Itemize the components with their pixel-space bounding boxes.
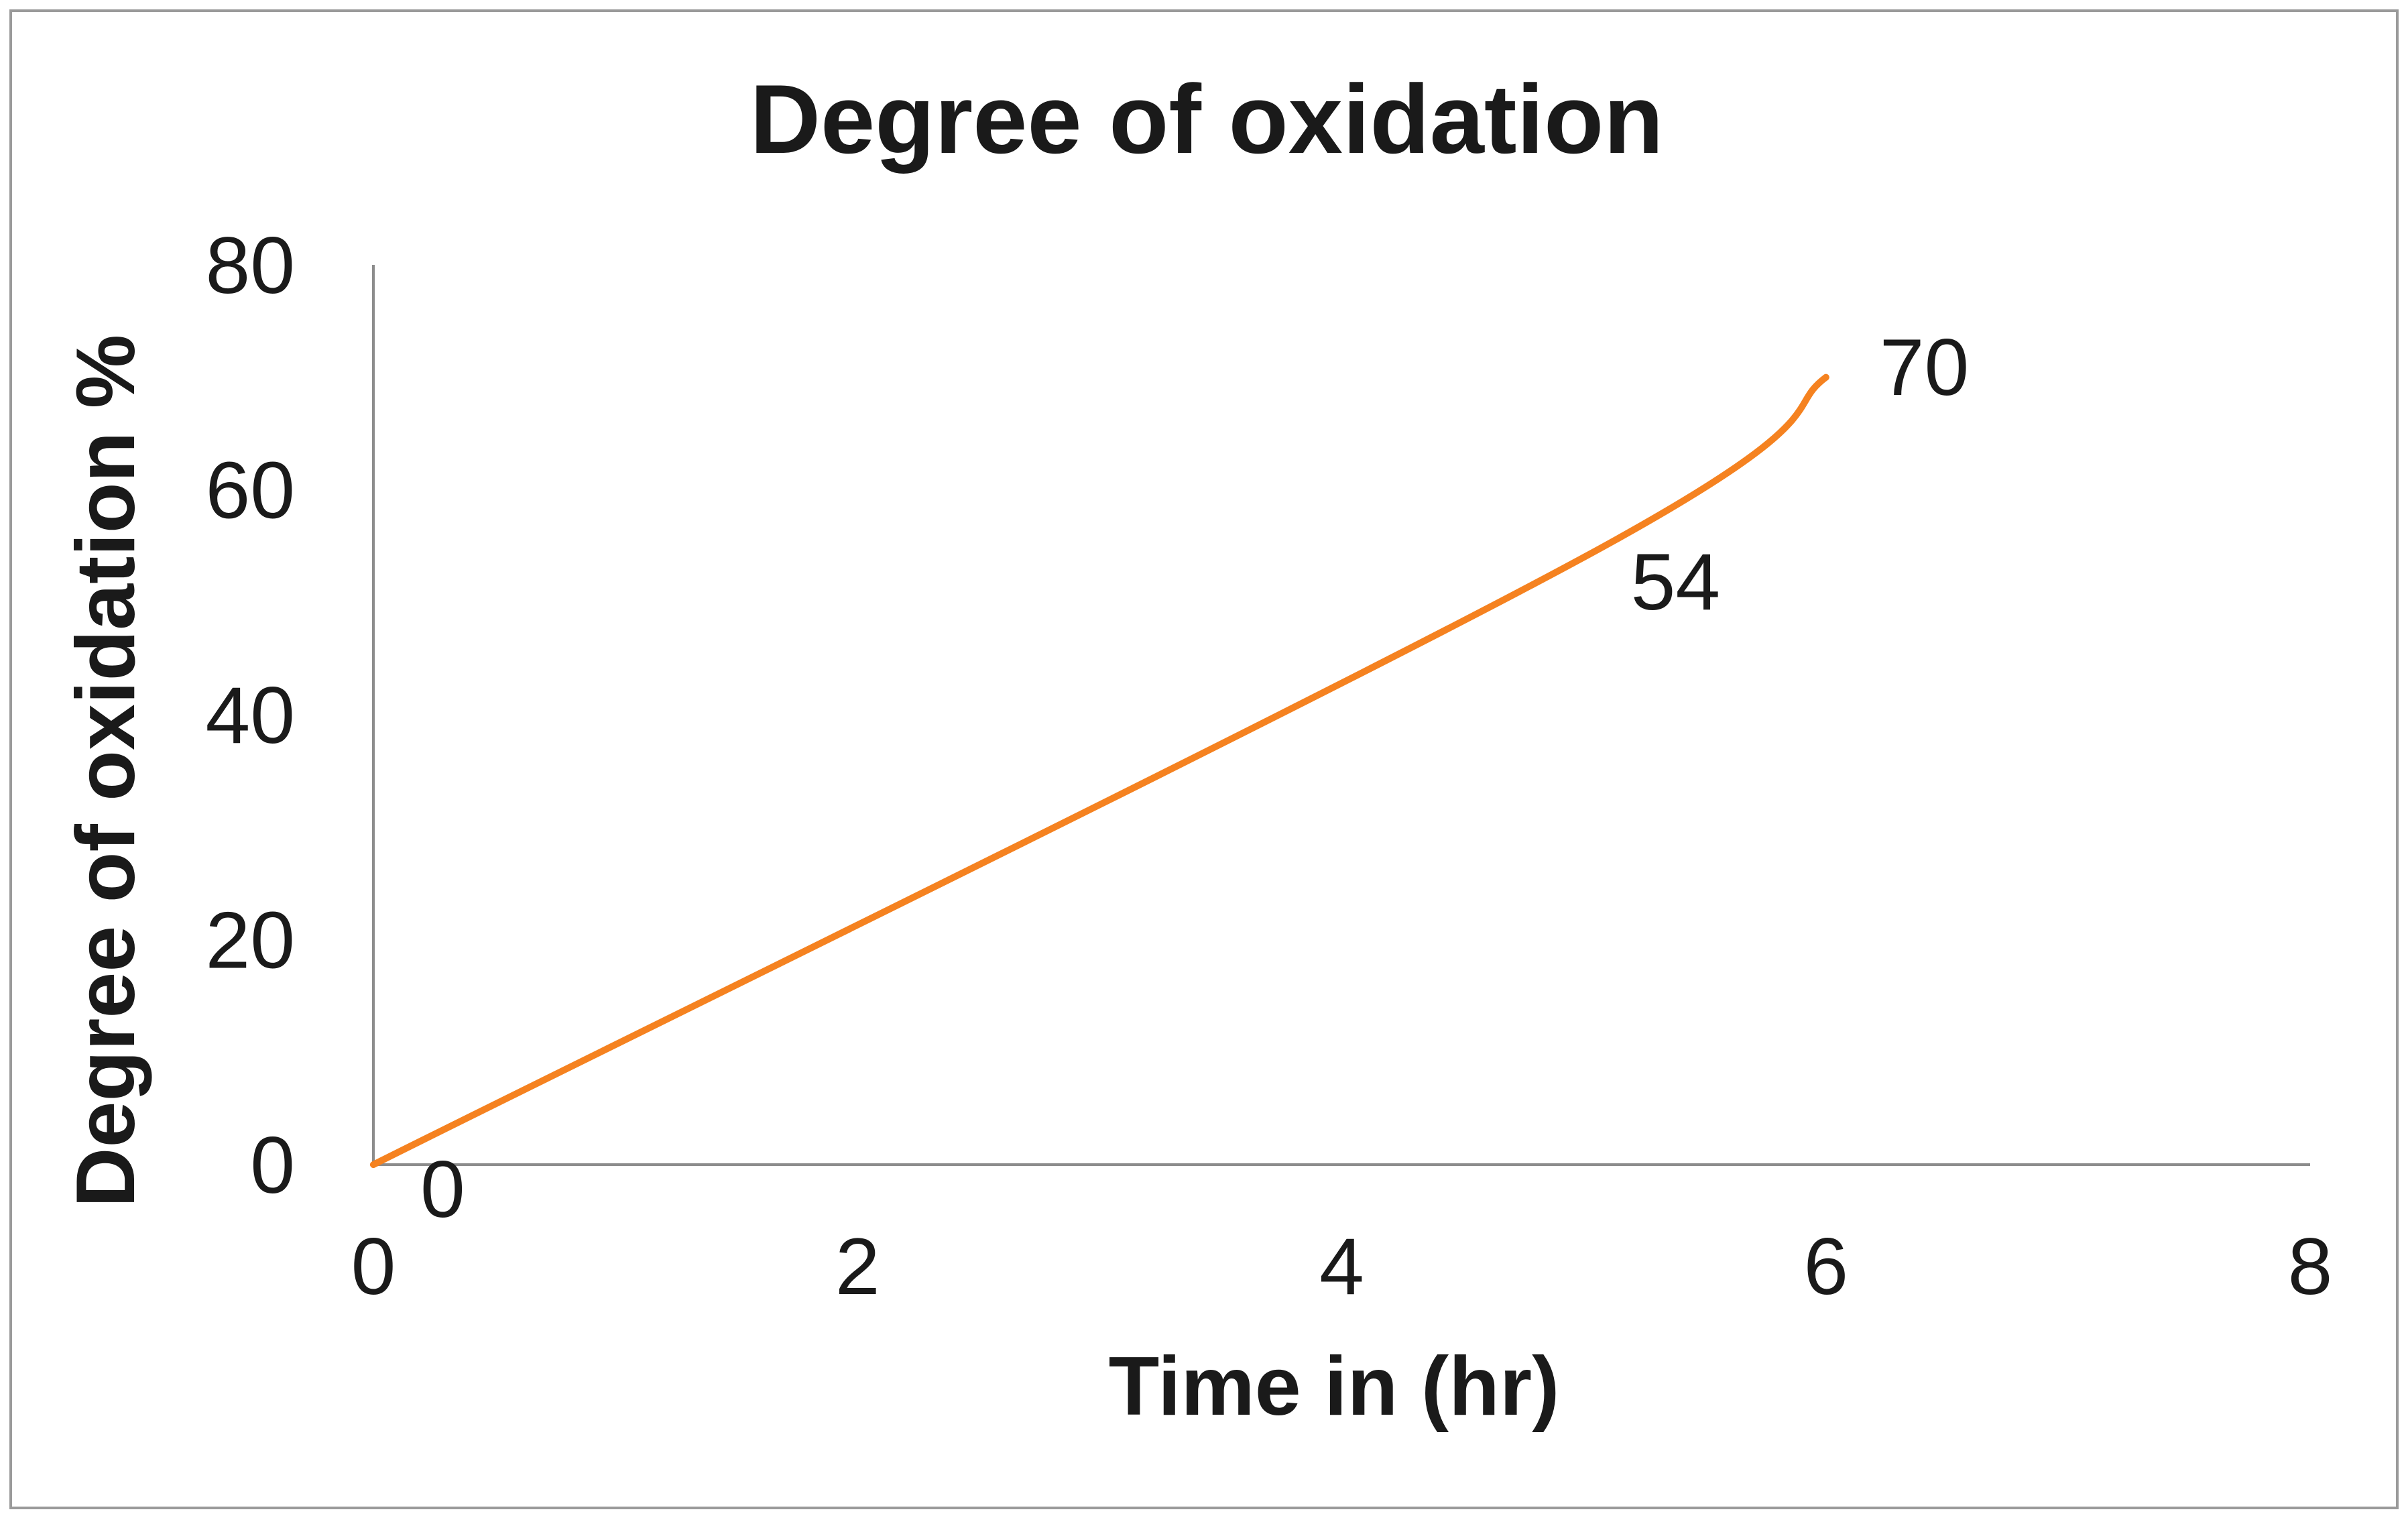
data-point (1580, 554, 1587, 561)
data-label: 0 (420, 1145, 465, 1234)
y-axis-title: Degree of oxidation % (60, 335, 152, 1208)
x-tick-label: 2 (835, 1222, 880, 1311)
x-tick-labels: 0 2 4 6 8 (351, 1222, 2333, 1311)
chart-border (9, 9, 2399, 1509)
data-point (370, 1161, 377, 1168)
series-layer (370, 373, 1829, 1168)
y-tick-label: 60 (206, 446, 295, 536)
x-tick-label: 6 (1803, 1222, 1848, 1311)
series-line (370, 373, 1829, 1168)
y-tick-labels: 0 20 40 60 80 (206, 221, 295, 1210)
y-tick-label: 80 (206, 221, 295, 310)
data-labels: 0 54 70 (420, 323, 1969, 1234)
data-label: 70 (1880, 323, 1969, 412)
x-tick-label: 4 (1319, 1222, 1364, 1311)
chart-title: Degree of oxidation (750, 64, 1664, 174)
data-label: 54 (1631, 537, 1720, 627)
x-axis-title: Time in (hr) (1109, 1340, 1560, 1433)
y-tick-label: 40 (206, 670, 295, 760)
y-tick-label: 0 (250, 1120, 295, 1210)
y-tick-label: 20 (206, 896, 295, 986)
data-point (1822, 373, 1829, 381)
x-tick-label: 0 (351, 1222, 396, 1311)
x-tick-label: 8 (2288, 1222, 2333, 1311)
